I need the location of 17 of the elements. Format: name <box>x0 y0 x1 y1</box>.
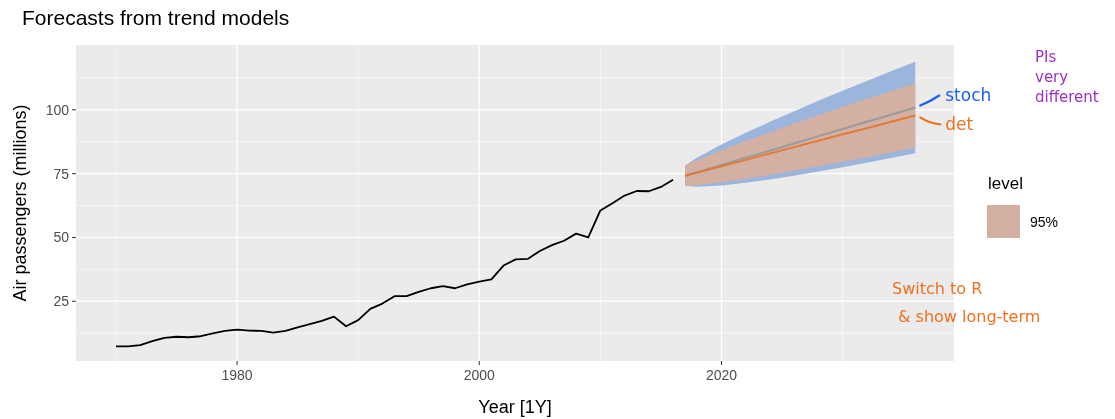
text: 95% <box>1030 214 1059 230</box>
x-tick-label: 2000 <box>463 367 496 383</box>
x-tick-label: 1980 <box>221 367 253 383</box>
series-label: det <box>945 114 974 135</box>
legend-title: level <box>988 174 1023 193</box>
y-tick-label: 50 <box>53 229 70 246</box>
x-tick-label: 2020 <box>705 367 738 383</box>
y-tick-label: 25 <box>53 293 70 310</box>
y-tick-label: 75 <box>53 165 70 182</box>
x-axis-title: Year [1Y] <box>478 397 552 417</box>
y-tick-label: 100 <box>45 101 70 118</box>
text: PIs very different <box>1035 48 1099 106</box>
series-label: stoch <box>945 84 992 105</box>
line-series <box>115 178 674 348</box>
chart-title: Forecasts from trend models <box>22 6 290 29</box>
annotation: Switch to R & show long-term <box>892 279 1041 326</box>
y-axis-title: Air passengers (millions) <box>10 104 30 302</box>
